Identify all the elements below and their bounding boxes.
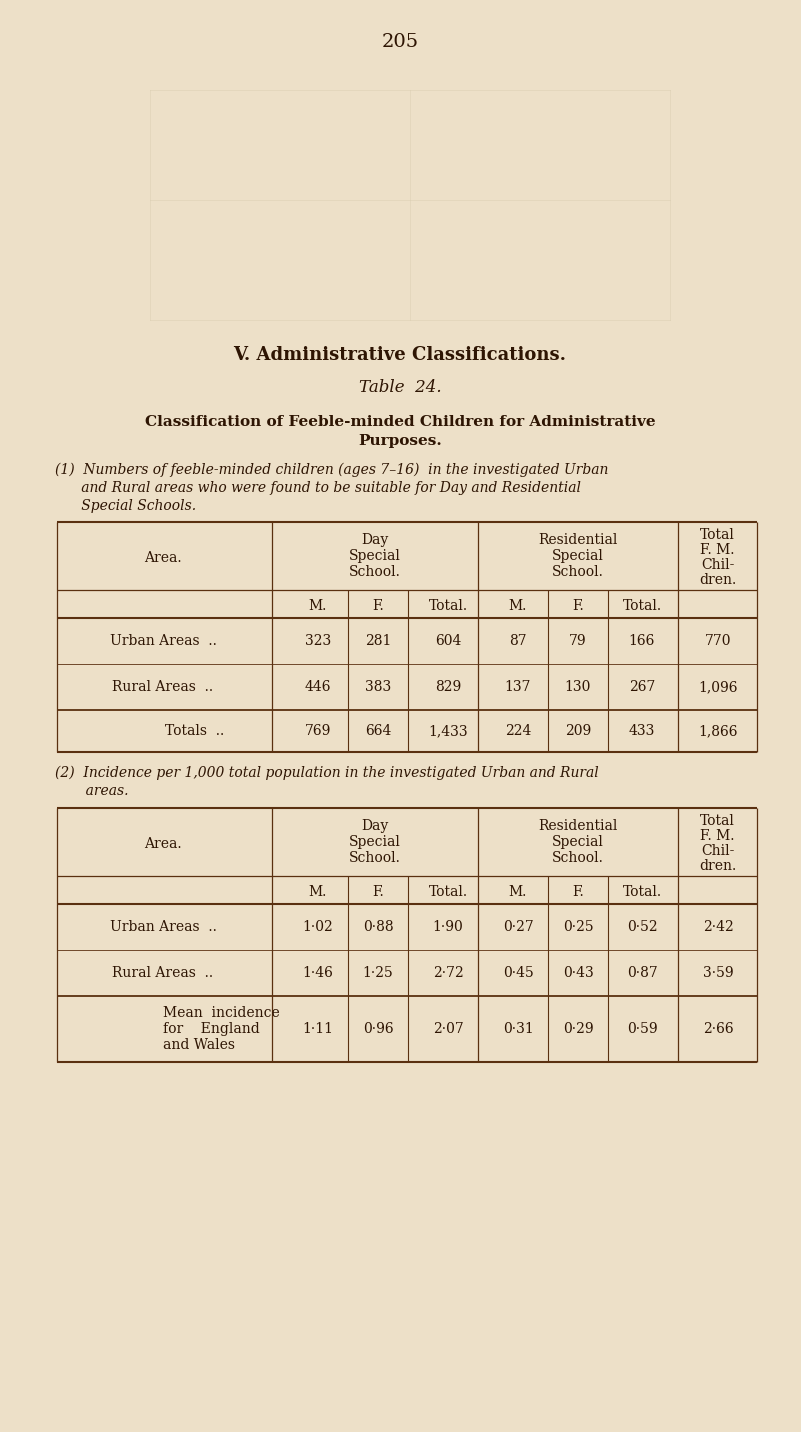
Text: Total.: Total. (429, 599, 468, 613)
Text: 1,433: 1,433 (429, 725, 468, 737)
Text: Total: Total (700, 813, 735, 828)
Text: M.: M. (309, 599, 327, 613)
Text: Residential: Residential (538, 533, 618, 547)
Text: 2·72: 2·72 (433, 967, 463, 979)
Text: 1·02: 1·02 (303, 919, 333, 934)
Text: M.: M. (509, 599, 527, 613)
Text: Classification of Feeble-minded Children for Administrative: Classification of Feeble-minded Children… (145, 415, 655, 430)
Text: 130: 130 (565, 680, 591, 695)
Text: Total.: Total. (622, 599, 662, 613)
Text: 0·43: 0·43 (562, 967, 594, 979)
Text: Mean  incidence: Mean incidence (163, 1007, 280, 1020)
Text: 664: 664 (364, 725, 391, 737)
Text: F.: F. (372, 885, 384, 899)
Text: F.: F. (572, 885, 584, 899)
Text: M.: M. (309, 885, 327, 899)
Text: Total.: Total. (622, 885, 662, 899)
Text: Urban Areas  ..: Urban Areas .. (110, 919, 216, 934)
Text: (1)  Numbers of feeble-minded children (ages 7–16)  in the investigated Urban: (1) Numbers of feeble-minded children (a… (55, 463, 609, 477)
Text: F.: F. (572, 599, 584, 613)
Text: 0·31: 0·31 (502, 1022, 533, 1035)
Text: 446: 446 (304, 680, 332, 695)
Text: 0·27: 0·27 (502, 919, 533, 934)
Text: 1·90: 1·90 (433, 919, 463, 934)
Text: Special Schools.: Special Schools. (55, 498, 196, 513)
Text: dren.: dren. (699, 859, 736, 874)
Text: areas.: areas. (55, 783, 128, 798)
Text: Residential: Residential (538, 819, 618, 833)
Text: 769: 769 (305, 725, 331, 737)
Text: 1,096: 1,096 (698, 680, 738, 695)
Text: Total.: Total. (429, 885, 468, 899)
Text: Special: Special (349, 548, 401, 563)
Text: 829: 829 (435, 680, 461, 695)
Text: School.: School. (552, 851, 604, 865)
Text: 166: 166 (629, 634, 655, 649)
Text: (2)  Incidence per 1,000 total population in the investigated Urban and Rural: (2) Incidence per 1,000 total population… (55, 766, 599, 780)
Text: and Wales: and Wales (163, 1038, 235, 1053)
Text: 267: 267 (629, 680, 655, 695)
Text: V. Administrative Classifications.: V. Administrative Classifications. (234, 347, 566, 364)
Text: Totals  ..: Totals .. (165, 725, 224, 737)
Text: 383: 383 (365, 680, 391, 695)
Text: 0·96: 0·96 (363, 1022, 393, 1035)
Text: Urban Areas  ..: Urban Areas .. (110, 634, 216, 649)
Text: School.: School. (349, 851, 401, 865)
Text: 1,866: 1,866 (698, 725, 738, 737)
Text: for    England: for England (163, 1022, 260, 1035)
Text: 323: 323 (305, 634, 331, 649)
Text: Total: Total (700, 528, 735, 541)
Text: Day: Day (361, 819, 388, 833)
Text: School.: School. (552, 566, 604, 579)
Text: 1·46: 1·46 (303, 967, 333, 979)
Text: 770: 770 (705, 634, 731, 649)
Text: 2·07: 2·07 (433, 1022, 463, 1035)
Text: 0·52: 0·52 (626, 919, 658, 934)
Text: F. M.: F. M. (700, 543, 735, 557)
Text: Special: Special (552, 835, 604, 849)
Text: Area.: Area. (144, 551, 182, 566)
Text: 604: 604 (435, 634, 461, 649)
Text: 0·45: 0·45 (502, 967, 533, 979)
Text: Special: Special (552, 548, 604, 563)
Text: 0·87: 0·87 (626, 967, 658, 979)
Text: 87: 87 (509, 634, 527, 649)
Text: 1·25: 1·25 (363, 967, 393, 979)
Text: 0·25: 0·25 (562, 919, 594, 934)
Text: 3·59: 3·59 (702, 967, 733, 979)
Text: 0·88: 0·88 (363, 919, 393, 934)
Text: and Rural areas who were found to be suitable for Day and Residential: and Rural areas who were found to be sui… (55, 481, 581, 495)
Text: 0·59: 0·59 (626, 1022, 658, 1035)
Text: 2·66: 2·66 (702, 1022, 733, 1035)
Text: Chil-: Chil- (701, 843, 735, 858)
Text: 205: 205 (381, 33, 419, 52)
Text: Special: Special (349, 835, 401, 849)
Text: 433: 433 (629, 725, 655, 737)
Text: Purposes.: Purposes. (358, 434, 442, 448)
Text: Rural Areas  ..: Rural Areas .. (112, 967, 214, 979)
Text: dren.: dren. (699, 573, 736, 587)
Text: M.: M. (509, 885, 527, 899)
Text: F.: F. (372, 599, 384, 613)
Text: 0·29: 0·29 (562, 1022, 594, 1035)
Text: 281: 281 (364, 634, 391, 649)
Text: 79: 79 (570, 634, 587, 649)
Text: 224: 224 (505, 725, 531, 737)
Text: F. M.: F. M. (700, 829, 735, 843)
Text: Chil-: Chil- (701, 558, 735, 571)
Text: 2·42: 2·42 (702, 919, 734, 934)
Text: Day: Day (361, 533, 388, 547)
Text: Table  24.: Table 24. (359, 379, 441, 397)
Text: 137: 137 (505, 680, 531, 695)
Text: Rural Areas  ..: Rural Areas .. (112, 680, 214, 695)
Text: 1·11: 1·11 (303, 1022, 333, 1035)
Text: School.: School. (349, 566, 401, 579)
Text: 209: 209 (565, 725, 591, 737)
Text: Area.: Area. (144, 836, 182, 851)
